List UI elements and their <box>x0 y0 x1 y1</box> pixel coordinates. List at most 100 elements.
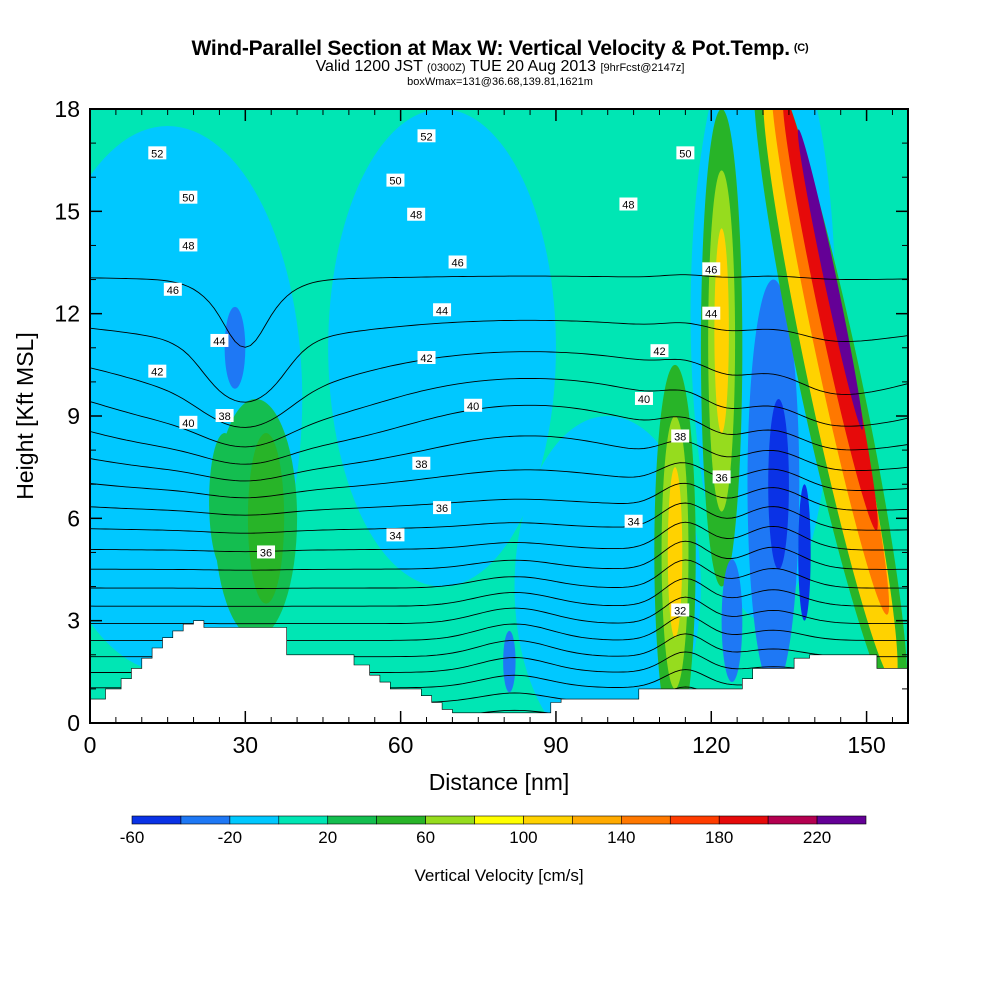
theta-label: 36 <box>712 470 731 484</box>
theta-label-box <box>624 514 643 528</box>
w-field-region <box>224 306 246 389</box>
theta-label-text: 42 <box>653 346 665 358</box>
w-field-region <box>782 109 878 531</box>
colorbar-swatch <box>621 815 671 825</box>
theta-label-text: 40 <box>182 418 194 430</box>
theta-contour-line <box>90 274 908 348</box>
theta-label-text: 46 <box>705 264 717 276</box>
valid-time-line: Valid 1200 JST (0300Z) TUE 20 Aug 2013 [… <box>0 59 1000 76</box>
chart-title-text: Wind-Parallel Section at Max W: Vertical… <box>191 37 791 60</box>
w-field-region <box>708 170 736 512</box>
theta-label-box <box>257 545 276 559</box>
plot-frame <box>89 108 909 724</box>
w-field-region <box>247 433 285 604</box>
theta-contour-line <box>90 578 908 607</box>
theta-label-text: 38 <box>674 431 686 443</box>
theta-label-text: 48 <box>622 200 634 212</box>
theta-label-text: 36 <box>260 547 272 559</box>
theta-label: 46 <box>448 255 467 270</box>
theta-label-box <box>634 391 653 405</box>
theta-contour-line <box>90 559 908 589</box>
theta-label-text: 52 <box>420 131 432 143</box>
theta-label: 48 <box>619 197 638 212</box>
w-field-region <box>214 398 298 638</box>
colorbar-tick-label: 220 <box>803 828 831 847</box>
theta-label-text: 34 <box>389 530 401 542</box>
theta-label-box <box>417 129 436 143</box>
theta-label-text: 50 <box>389 176 401 188</box>
theta-label-box <box>148 364 167 378</box>
w-field-region <box>514 416 701 723</box>
theta-label: 48 <box>407 207 426 222</box>
theta-label: 34 <box>386 528 405 542</box>
theta-label: 36 <box>257 545 276 559</box>
colorbar-swatch <box>523 815 573 825</box>
theta-contour-line <box>90 521 908 553</box>
theta-label: 34 <box>624 514 643 529</box>
w-field-region <box>768 398 789 570</box>
theta-label-text: 44 <box>436 305 448 317</box>
y-tick-label: 12 <box>54 301 80 327</box>
theta-label-text: 40 <box>467 401 479 413</box>
theta-label: 44 <box>702 306 721 321</box>
theta-label-box <box>210 333 229 347</box>
theta-label: 38 <box>412 456 431 471</box>
theta-contour-line <box>90 703 908 718</box>
theta-label-text: 50 <box>182 193 194 205</box>
theta-label: 42 <box>650 344 669 358</box>
theta-label-box <box>619 197 638 211</box>
theta-label-box <box>163 282 182 296</box>
theta-contour-line <box>90 540 908 571</box>
theta-label: 50 <box>676 146 695 160</box>
chart-title: Wind-Parallel Section at Max W: Vertical… <box>0 36 1000 61</box>
theta-label-box <box>179 415 198 429</box>
theta-label-text: 32 <box>674 605 686 617</box>
theta-label-text: 48 <box>182 240 194 252</box>
colorbar-swatch <box>767 815 818 825</box>
w-field-region <box>714 228 729 434</box>
x-tick-label: 150 <box>847 732 885 758</box>
w-field-region <box>721 559 743 683</box>
x-tick-label: 90 <box>543 732 569 758</box>
theta-label: 52 <box>417 129 436 143</box>
colorbar-swatch <box>229 815 280 825</box>
theta-contour-labels: 52 50 48 46 44 42 40 38 36 52 50 48 46 44 42 40 38 36 34 50… <box>148 129 731 617</box>
theta-contour-line <box>90 669 908 689</box>
x-axis-label: Distance [nm] <box>429 769 570 795</box>
terrain-silhouette <box>90 620 908 723</box>
colorbar-swatch <box>718 815 769 825</box>
x-tick-label: 60 <box>388 732 414 758</box>
theta-contour-line <box>90 462 908 499</box>
terrain-mask <box>90 620 908 723</box>
theta-label: 48 <box>179 238 198 252</box>
box-wmax-info: boxWmax=131@36.68,139.81,1621m <box>407 76 593 88</box>
theta-label-text: 44 <box>213 336 225 348</box>
colorbar-swatch <box>816 815 867 825</box>
valid-prefix: Valid 1200 JST <box>315 58 423 75</box>
theta-label-box <box>702 262 721 276</box>
theta-contour-line <box>90 651 908 673</box>
colorbar-swatch <box>376 815 426 825</box>
theta-label: 50 <box>179 190 198 205</box>
theta-label: 52 <box>148 146 167 160</box>
y-axis-label: Height [Kft MSL] <box>12 332 38 499</box>
colorbar-swatch <box>669 815 720 825</box>
x-tick-label: 120 <box>692 732 730 758</box>
colorbar-swatch <box>474 815 524 825</box>
valid-date: TUE 20 Aug 2013 <box>469 58 597 75</box>
y-tick-label: 18 <box>54 96 80 122</box>
colorbar-swatch <box>572 815 622 825</box>
valid-utc: (0300Z) <box>427 62 466 74</box>
theta-label-text: 34 <box>627 517 639 529</box>
colorbar-swatch <box>180 815 231 825</box>
theta-contour-line <box>90 404 908 465</box>
colorbar-swatch <box>327 815 377 825</box>
theta-label: 38 <box>671 429 690 443</box>
theta-label-text: 40 <box>638 394 650 406</box>
theta-label-box <box>417 351 436 365</box>
w-field-region <box>503 630 516 693</box>
theta-contour-line <box>90 377 908 448</box>
theta-label-text: 46 <box>167 285 179 297</box>
theta-label: 40 <box>634 391 653 406</box>
